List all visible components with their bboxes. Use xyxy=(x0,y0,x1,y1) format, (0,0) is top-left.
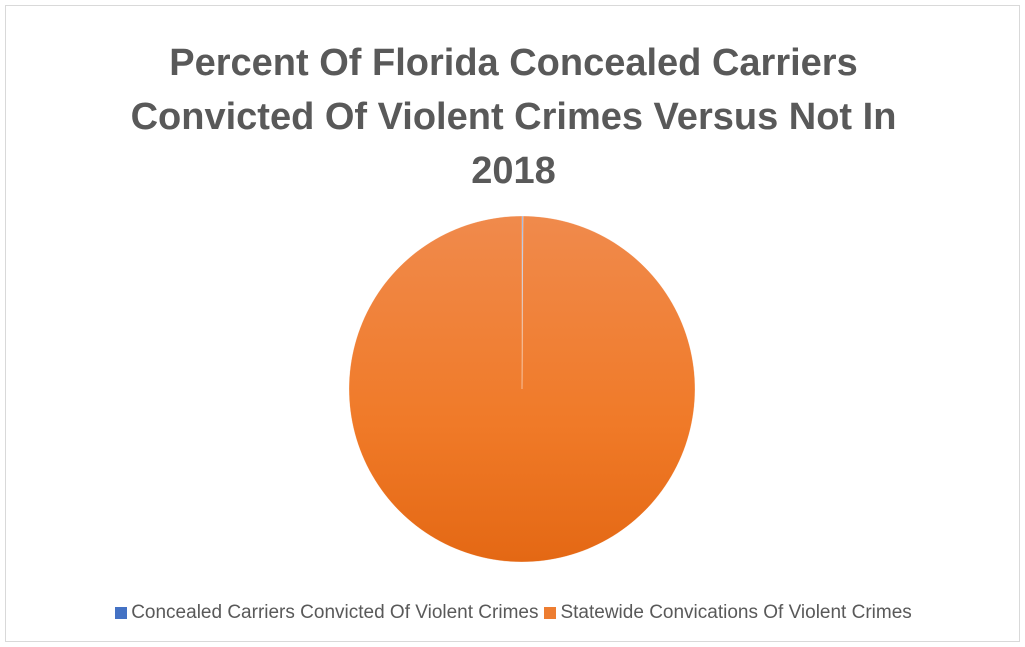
legend-item-concealed-carriers[interactable]: Concealed Carriers Convicted Of Violent … xyxy=(115,602,538,624)
pie-slice-statewide[interactable] xyxy=(348,215,696,563)
legend-label-statewide: Statewide Convications Of Violent Crimes xyxy=(560,602,912,623)
legend-label-concealed-carriers: Concealed Carriers Convicted Of Violent … xyxy=(131,602,539,623)
legend: Concealed Carriers Convicted Of Violent … xyxy=(6,602,1021,624)
legend-item-statewide[interactable]: Statewide Convications Of Violent Crimes xyxy=(544,602,912,624)
legend-swatch-orange xyxy=(544,607,557,619)
pie-slices xyxy=(348,215,696,563)
legend-swatch-blue xyxy=(115,607,128,619)
chart-title: Percent Of Florida Concealed Carriers Co… xyxy=(130,42,897,192)
pie-chart xyxy=(348,215,696,563)
chart-frame: Percent Of Florida Concealed Carriers Co… xyxy=(5,5,1020,642)
